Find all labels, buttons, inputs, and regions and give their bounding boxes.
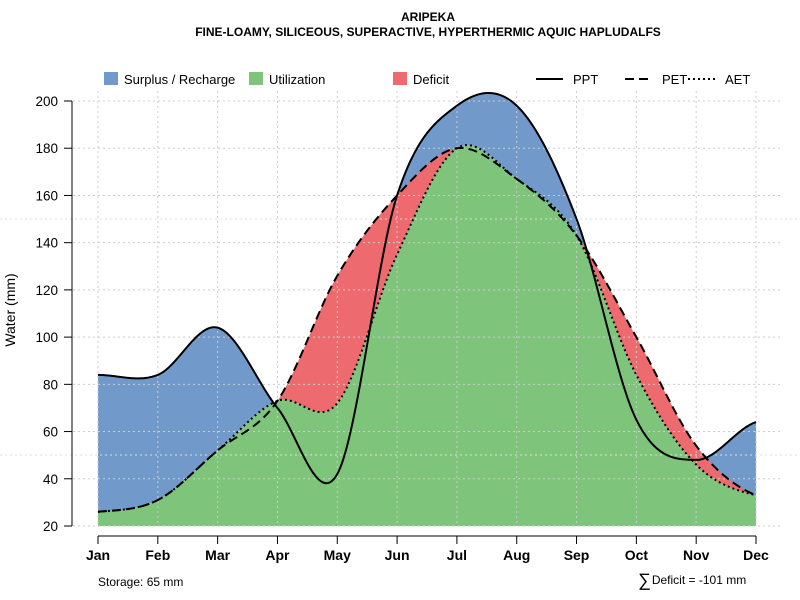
legend-label: Deficit <box>413 72 450 87</box>
legend-label: AET <box>725 72 750 87</box>
utilization-area <box>98 145 756 527</box>
x-tick-label: Jul <box>447 547 467 563</box>
y-tick-label: 160 <box>35 188 58 203</box>
y-tick-label: 20 <box>43 519 58 534</box>
area-fills <box>98 92 756 527</box>
legend-label: Utilization <box>269 72 325 87</box>
x-tick-label: May <box>324 547 351 563</box>
x-tick-label: Mar <box>205 547 230 563</box>
x-tick-label: Dec <box>743 547 769 563</box>
x-tick-label: Jan <box>86 547 110 563</box>
y-tick-label: 80 <box>43 377 58 392</box>
legend-swatch <box>393 72 407 85</box>
x-tick-label: Apr <box>265 547 290 563</box>
x-tick-label: Aug <box>503 547 530 563</box>
deficit-note: ∑Deficit = -101 mm <box>638 570 746 591</box>
sigma-symbol: ∑ <box>638 570 651 590</box>
x-tick-label: Jun <box>385 547 410 563</box>
axes: 20 40 60 80 100 120 140 160 180 200 Jan Feb Mar Apr Ma… <box>35 94 769 563</box>
legend-swatch <box>249 72 263 85</box>
y-tick-label: 200 <box>35 94 58 109</box>
legend-label: PET <box>662 72 687 87</box>
y-tick-label: 100 <box>35 330 58 345</box>
ppt-series-line <box>97 91 757 485</box>
y-tick-label: 180 <box>35 141 58 156</box>
deficit-text: Deficit = -101 mm <box>651 573 747 587</box>
series-lines <box>97 91 757 513</box>
chart-title: ARIPEKA <box>401 10 455 24</box>
surplus-area <box>98 92 756 512</box>
x-tick-label: Sep <box>564 547 590 563</box>
storage-note: Storage: 65 mm <box>98 575 184 589</box>
y-tick-label: 120 <box>35 283 58 298</box>
legend-swatch <box>104 72 118 85</box>
legend-label: Surplus / Recharge <box>124 72 235 87</box>
x-tick-label: Nov <box>683 547 710 563</box>
y-tick-label: 140 <box>35 236 58 251</box>
aet-series-line <box>97 144 757 513</box>
deficit-area <box>98 145 756 512</box>
x-tick-label: Feb <box>145 547 170 563</box>
y-tick-label: 40 <box>43 472 58 487</box>
legend-label: PPT <box>573 72 598 87</box>
chart-subtitle: FINE-LOAMY, SILICEOUS, SUPERACTIVE, HYPE… <box>195 25 661 39</box>
y-tick-label: 60 <box>43 425 58 440</box>
legend: Surplus / Recharge Utilization Deficit PPT P… <box>104 72 750 87</box>
y-axis-label: Water (mm) <box>2 273 18 346</box>
x-tick-label: Oct <box>625 547 649 563</box>
